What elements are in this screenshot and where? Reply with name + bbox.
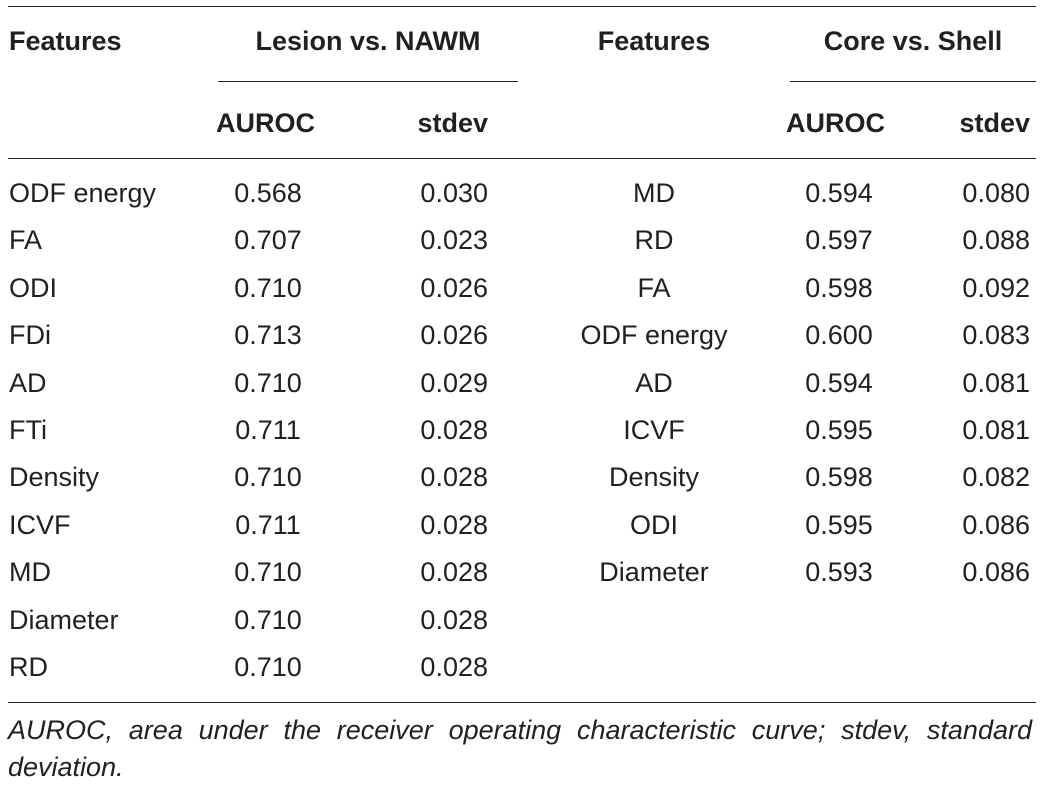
table-footnote: AUROC, area under the receiver operating…	[8, 715, 1032, 782]
right-stdev-cell: 0.088	[962, 225, 1030, 255]
left-feature-cell: ODI	[9, 273, 58, 303]
left-stdev-cell: 0.028	[420, 510, 488, 540]
right-feature-cell: FA	[637, 273, 671, 303]
right-auroc-cell: 0.600	[805, 320, 873, 350]
group1-underline	[218, 81, 518, 82]
right-feature-cell: Diameter	[599, 557, 709, 587]
left-auroc-cell: 0.707	[234, 225, 302, 255]
left-stdev-cell: 0.028	[420, 557, 488, 587]
left-feature-cell: Diameter	[9, 605, 119, 635]
left-stdev-cell: 0.029	[420, 368, 488, 398]
right-auroc-cell: 0.594	[805, 368, 873, 398]
right-stdev-cell: 0.081	[962, 415, 1030, 445]
right-feature-cell: Density	[608, 462, 700, 492]
left-auroc-cell: 0.710	[234, 273, 302, 303]
group2-underline	[790, 81, 1036, 82]
stdev-header-left: stdev	[417, 108, 488, 138]
group-header-lesion-vs-nawm: Lesion vs. NAWM	[255, 26, 481, 56]
right-stdev-cell: 0.082	[962, 462, 1030, 492]
left-feature-cell: MD	[9, 557, 51, 587]
right-stdev-cell: 0.086	[962, 557, 1030, 587]
right-feature-cell: ODI	[629, 510, 678, 540]
right-feature-cell: ODF energy	[580, 320, 728, 350]
left-auroc-cell: 0.710	[234, 605, 302, 635]
right-stdev-cell: 0.081	[962, 368, 1030, 398]
left-feature-cell: AD	[9, 368, 47, 398]
left-feature-cell: FTi	[9, 415, 47, 445]
right-auroc-cell: 0.598	[805, 273, 873, 303]
left-auroc-cell: 0.710	[234, 652, 302, 682]
left-stdev-cell: 0.023	[420, 225, 488, 255]
auroc-header-right: AUROC	[786, 108, 885, 138]
left-auroc-cell: 0.713	[234, 320, 302, 350]
left-auroc-cell: 0.710	[234, 557, 302, 587]
left-stdev-cell: 0.028	[420, 652, 488, 682]
right-feature-cell: ICVF	[623, 415, 685, 445]
left-auroc-cell: 0.568	[234, 178, 302, 208]
left-feature-cell: ICVF	[9, 510, 71, 540]
features-header-right: Features	[597, 26, 711, 56]
right-feature-cell: RD	[634, 225, 674, 255]
left-auroc-cell: 0.711	[235, 510, 301, 540]
left-feature-cell: FDi	[9, 320, 51, 350]
left-auroc-cell: 0.710	[234, 462, 302, 492]
right-auroc-cell: 0.595	[805, 510, 873, 540]
right-stdev-cell: 0.083	[962, 320, 1030, 350]
left-feature-cell: ODF energy	[9, 178, 157, 208]
right-stdev-cell: 0.092	[962, 273, 1030, 303]
left-stdev-cell: 0.028	[420, 415, 488, 445]
left-feature-cell: FA	[9, 225, 43, 255]
left-stdev-cell: 0.026	[420, 320, 488, 350]
features-header-left: Features	[9, 26, 122, 56]
header-bottom-rule	[8, 158, 1036, 159]
left-stdev-cell: 0.030	[420, 178, 488, 208]
stdev-header-right: stdev	[959, 108, 1030, 138]
right-auroc-cell: 0.598	[805, 462, 873, 492]
right-feature-cell: AD	[635, 368, 673, 398]
right-auroc-cell: 0.594	[805, 178, 873, 208]
left-feature-cell: Density	[9, 462, 100, 492]
group-header-core-vs-shell: Core vs. Shell	[823, 26, 1003, 56]
table-bottom-rule	[8, 702, 1036, 703]
right-auroc-cell: 0.593	[805, 557, 873, 587]
left-stdev-cell: 0.028	[420, 605, 488, 635]
right-feature-cell: MD	[633, 178, 675, 208]
right-auroc-cell: 0.597	[805, 225, 873, 255]
left-auroc-cell: 0.710	[234, 368, 302, 398]
auroc-header-left: AUROC	[216, 108, 315, 138]
left-auroc-cell: 0.711	[235, 415, 301, 445]
right-auroc-cell: 0.595	[805, 415, 873, 445]
right-stdev-cell: 0.086	[962, 510, 1030, 540]
right-stdev-cell: 0.080	[962, 178, 1030, 208]
left-stdev-cell: 0.028	[420, 462, 488, 492]
left-feature-cell: RD	[9, 652, 48, 682]
table-top-rule	[8, 6, 1036, 7]
left-stdev-cell: 0.026	[420, 273, 488, 303]
